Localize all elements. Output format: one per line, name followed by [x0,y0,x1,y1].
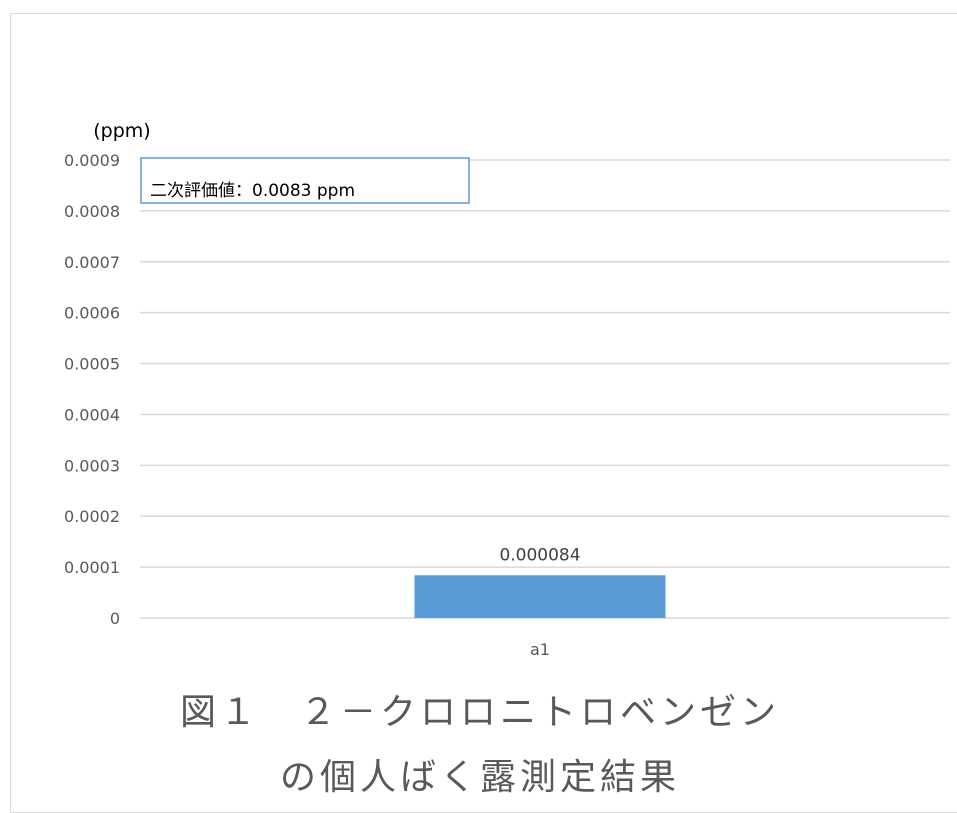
figure-caption-line1: 図１ ２－クロロニトロベンゼン [179,692,780,733]
y-tick-label: 0 [110,609,120,628]
x-axis-ticks: a1 [530,640,550,659]
y-tick-label: 0.0007 [64,253,120,272]
y-tick-label: 0.0004 [64,405,120,424]
data-label: 0.000084 [499,545,580,565]
bars: 0.000084 [414,545,666,618]
y-tick-label: 0.0006 [64,304,120,323]
y-axis-ticks: 0 0.0001 0.0002 0.0003 0.0004 0.0005 0.0006 0.0… [64,151,120,628]
annotation-box [140,157,470,204]
y-tick-label: 0.0009 [64,151,120,170]
y-tick-label: 0.0005 [64,355,120,374]
y-tick-label: 0.0001 [64,558,120,577]
y-axis-label: (ppm) [93,120,150,142]
y-tick-label: 0.0008 [64,202,120,221]
y-tick-label: 0.0002 [64,507,120,526]
annotation-text: 二次評価値：0.0083 ppm [150,181,355,201]
y-tick-label: 0.0003 [64,456,120,475]
bar-a1 [414,575,666,618]
figure-caption-line2: の個人ばく露測定結果 [279,757,680,798]
x-tick-label: a1 [530,640,550,659]
